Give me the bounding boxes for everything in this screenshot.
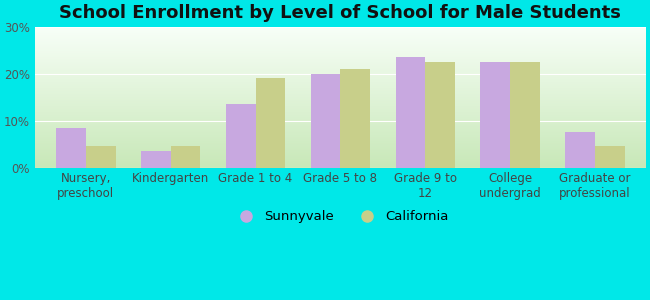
Bar xyxy=(566,132,595,168)
Bar xyxy=(425,62,455,168)
Bar xyxy=(226,104,255,168)
Bar xyxy=(480,62,510,168)
Bar xyxy=(595,146,625,168)
Bar xyxy=(311,74,341,168)
Bar xyxy=(86,146,116,168)
Bar xyxy=(341,69,370,168)
Bar xyxy=(141,151,171,168)
Bar xyxy=(510,62,540,168)
Title: School Enrollment by Level of School for Male Students: School Enrollment by Level of School for… xyxy=(60,4,621,22)
Bar xyxy=(171,146,200,168)
Bar xyxy=(57,128,86,168)
Legend: Sunnyvale, California: Sunnyvale, California xyxy=(227,205,454,229)
Bar xyxy=(255,78,285,168)
Bar xyxy=(396,57,425,168)
